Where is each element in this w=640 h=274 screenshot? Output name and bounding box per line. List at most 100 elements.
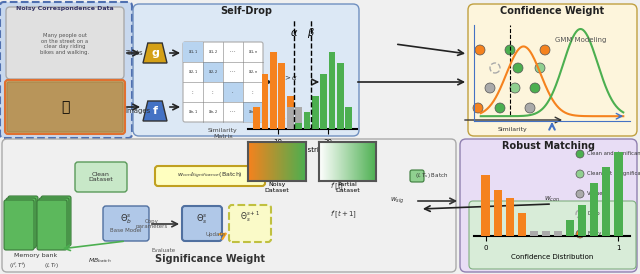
Text: Confidence Weight: Confidence Weight: [500, 6, 604, 16]
Text: f: f: [152, 106, 157, 116]
Text: Update: Update: [205, 232, 225, 237]
Text: $...$: $...$: [229, 110, 237, 115]
Text: $(I, T_s)$ Batch: $(I, T_s)$ Batch: [415, 172, 449, 181]
Bar: [270, 52, 276, 129]
FancyBboxPatch shape: [7, 82, 123, 132]
Bar: [183, 42, 203, 62]
Bar: [223, 82, 243, 102]
FancyBboxPatch shape: [4, 200, 34, 250]
Text: $s_{n,n}$: $s_{n,n}$: [248, 109, 258, 116]
Text: GMM Modeling: GMM Modeling: [555, 37, 606, 43]
Text: $:$: $:$: [251, 89, 255, 96]
Text: Similarity: Similarity: [498, 127, 528, 132]
Bar: [506, 198, 514, 236]
FancyBboxPatch shape: [155, 166, 265, 186]
Bar: [262, 74, 268, 129]
Bar: [530, 231, 538, 236]
Text: $\Theta^s_s$: $\Theta^s_s$: [196, 212, 208, 226]
Text: $:$: $:$: [211, 89, 215, 96]
Text: Many people out
on the street on a
clear day riding
bikes and walking.: Many people out on the street on a clear…: [40, 33, 90, 55]
Bar: [287, 107, 294, 129]
Text: Evaluate: Evaluate: [152, 249, 176, 253]
FancyBboxPatch shape: [410, 170, 424, 182]
Bar: [295, 107, 302, 129]
Bar: [602, 167, 611, 236]
Bar: [481, 175, 490, 236]
FancyBboxPatch shape: [6, 198, 36, 248]
Text: Images: Images: [125, 108, 150, 114]
Bar: [303, 123, 310, 129]
Text: $\alpha$: $\alpha$: [290, 28, 298, 38]
Bar: [203, 62, 223, 82]
FancyBboxPatch shape: [469, 201, 636, 269]
Circle shape: [576, 150, 584, 158]
Text: $w_{con} I_{Significance}$(Batch): $w_{con} I_{Significance}$(Batch): [177, 171, 243, 181]
Text: $s_{n,1}$: $s_{n,1}$: [188, 109, 198, 116]
Bar: [295, 112, 302, 129]
Text: 🐘: 🐘: [61, 100, 69, 114]
Text: $...$: $...$: [229, 50, 237, 55]
Bar: [554, 231, 563, 236]
Circle shape: [530, 83, 540, 93]
Text: Copy
parameters: Copy parameters: [136, 219, 168, 229]
Circle shape: [475, 45, 485, 55]
Polygon shape: [143, 43, 167, 63]
Text: $:$: $:$: [191, 89, 195, 96]
Text: Drop: Drop: [587, 212, 600, 216]
Bar: [541, 231, 550, 236]
Text: $s_{2,n}$: $s_{2,n}$: [248, 68, 258, 76]
Text: $MB_{batch}$: $MB_{batch}$: [88, 256, 112, 266]
Text: $w_{sig}$: $w_{sig}$: [390, 196, 404, 206]
Circle shape: [485, 83, 495, 93]
Text: $> \alpha$: $> \alpha$: [284, 73, 298, 81]
Bar: [590, 182, 598, 236]
Bar: [295, 123, 302, 129]
Bar: [614, 152, 623, 236]
Circle shape: [576, 170, 584, 178]
X-axis label: Partial
Dataset: Partial Dataset: [335, 182, 360, 193]
Circle shape: [576, 190, 584, 198]
Circle shape: [510, 83, 520, 93]
Text: Clean and significant: Clean and significant: [587, 152, 640, 156]
X-axis label: Similarity Distribution: Similarity Distribution: [264, 147, 341, 153]
Circle shape: [535, 63, 545, 73]
Circle shape: [513, 63, 523, 73]
Text: Robust Matching: Robust Matching: [502, 141, 595, 151]
Text: $w_{con}$: $w_{con}$: [544, 194, 560, 204]
Text: Self-Drop: Self-Drop: [220, 6, 272, 16]
FancyBboxPatch shape: [8, 196, 38, 246]
Bar: [518, 213, 526, 236]
FancyBboxPatch shape: [75, 162, 127, 192]
Text: $s_{1,2}$: $s_{1,2}$: [208, 48, 218, 56]
Text: $s_{2,2}$: $s_{2,2}$: [208, 68, 218, 76]
X-axis label: Confidence Distribution: Confidence Distribution: [511, 254, 593, 260]
FancyBboxPatch shape: [460, 139, 637, 272]
Circle shape: [505, 45, 515, 55]
Text: $s_{2,1}$: $s_{2,1}$: [188, 68, 198, 76]
Text: $s_{1,1}$: $s_{1,1}$: [188, 48, 198, 56]
Text: Texts: Texts: [125, 50, 143, 56]
Text: Noisy: Noisy: [587, 232, 602, 236]
Bar: [303, 112, 310, 129]
Text: Vague: Vague: [587, 192, 604, 196]
Bar: [312, 96, 319, 129]
FancyBboxPatch shape: [39, 198, 69, 248]
Bar: [243, 102, 263, 122]
FancyBboxPatch shape: [182, 206, 222, 241]
Bar: [346, 107, 352, 129]
Bar: [278, 63, 285, 129]
Text: Clean yet insignificant: Clean yet insignificant: [587, 172, 640, 176]
Text: Clean
Dataset: Clean Dataset: [88, 172, 113, 182]
Text: $s_{n,2}$: $s_{n,2}$: [208, 109, 218, 116]
Text: Similarity
Matrix: Similarity Matrix: [208, 128, 238, 139]
Bar: [329, 52, 335, 129]
Text: $...$: $...$: [229, 70, 237, 75]
Bar: [287, 96, 294, 129]
Text: $(I, T_f)$: $(I, T_f)$: [44, 261, 60, 270]
Text: Noisy Correspondence Data: Noisy Correspondence Data: [16, 6, 114, 11]
Text: $·$: $·$: [232, 90, 234, 95]
Bar: [493, 190, 502, 236]
Circle shape: [576, 230, 584, 238]
Bar: [578, 205, 586, 236]
Text: $s_{1,n}$: $s_{1,n}$: [248, 48, 258, 56]
